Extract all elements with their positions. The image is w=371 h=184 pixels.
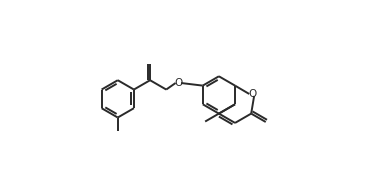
Text: O: O — [249, 89, 257, 99]
Text: O: O — [174, 78, 183, 88]
